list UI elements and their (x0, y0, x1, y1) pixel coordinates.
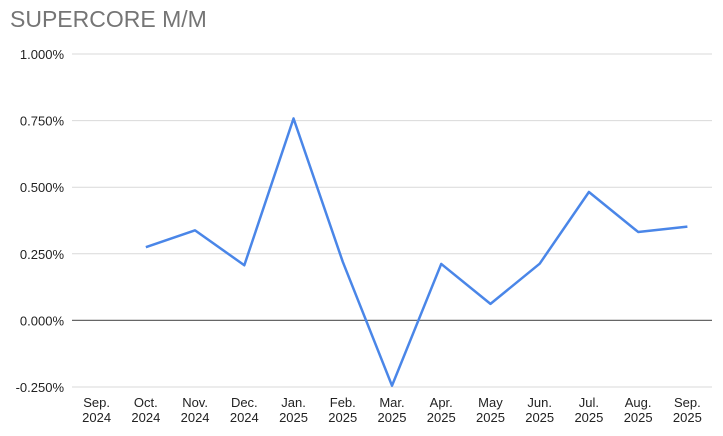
y-tick-label: -0.250% (16, 380, 65, 395)
x-tick-label: Sep. 2025 (673, 395, 702, 425)
y-tick-label: 0.000% (20, 313, 65, 328)
chart-title: SUPERCORE M/M (10, 6, 207, 32)
x-tick-label: Jul. 2025 (574, 395, 603, 425)
x-tick-label: Apr. 2025 (427, 395, 456, 425)
x-tick-label: May 2025 (476, 395, 505, 425)
y-tick-label: 0.250% (20, 247, 65, 262)
data-line (145, 117, 688, 387)
x-tick-label: Jan. 2025 (279, 395, 308, 425)
x-tick-label: Nov. 2024 (181, 395, 210, 425)
x-tick-label: Aug. 2025 (624, 395, 653, 425)
x-tick-label: Dec. 2024 (230, 395, 259, 425)
y-tick-label: 0.750% (20, 114, 65, 129)
y-tick-label: 1.000% (20, 47, 65, 62)
y-tick-label: 0.500% (20, 180, 65, 195)
x-tick-label: Mar. 2025 (378, 395, 407, 425)
x-tick-label: Feb. 2025 (328, 395, 357, 425)
x-tick-label: Jun. 2025 (525, 395, 554, 425)
x-tick-label: Sep. 2024 (82, 395, 111, 425)
x-tick-label: Oct. 2024 (131, 395, 160, 425)
